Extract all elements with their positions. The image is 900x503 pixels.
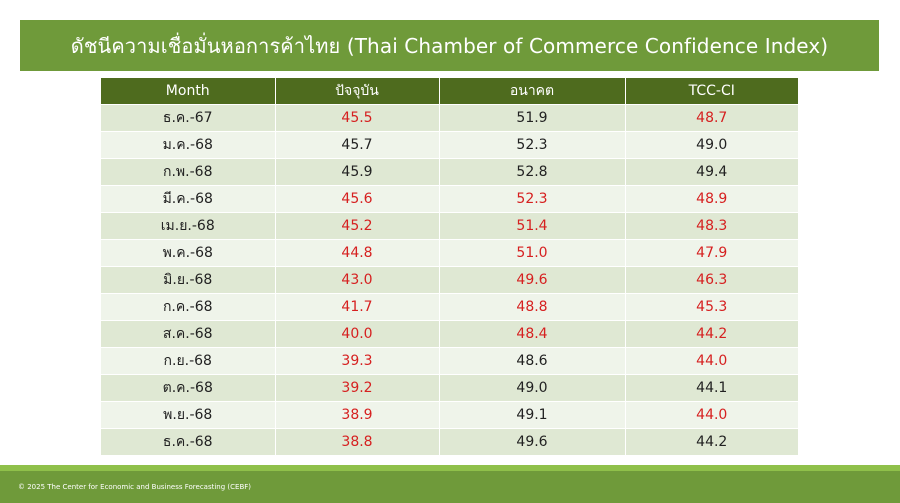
cell-tcc: 46.3 [625,266,798,294]
page-title: ดัชนีความเชื่อมั่นหอการค้าไทย (Thai Cham… [20,20,879,71]
column-header-month: Month [101,78,276,105]
cell-current: 45.5 [275,104,440,132]
cell-month: ก.พ.-68 [101,158,276,186]
cell-month: ก.ย.-68 [101,347,276,375]
cell-future: 52.8 [439,158,626,186]
cell-future: 48.6 [439,347,626,375]
table-row: พ.ค.-68 44.8 51.0 47.9 [101,239,798,267]
cell-current: 39.2 [275,374,440,402]
cell-future: 48.8 [439,293,626,321]
cell-month: ส.ค.-68 [101,320,276,348]
cell-future: 51.9 [439,104,626,132]
cell-current: 45.6 [275,185,440,213]
cell-future: 52.3 [439,131,626,159]
table-row: มิ.ย.-68 43.0 49.6 46.3 [101,266,798,294]
table-row: ก.ย.-68 39.3 48.6 44.0 [101,347,798,375]
column-header-current: ปัจจุบัน [275,78,440,105]
footer-accent-line [0,465,900,471]
table-row: เม.ย.-68 45.2 51.4 48.3 [101,212,798,240]
cell-tcc: 48.9 [625,185,798,213]
table-row: ก.ค.-68 41.7 48.8 45.3 [101,293,798,321]
cell-month: ธ.ค.-68 [101,428,276,455]
cell-month: พ.ค.-68 [101,239,276,267]
cell-future: 51.0 [439,239,626,267]
cell-tcc: 45.3 [625,293,798,321]
cell-tcc: 49.0 [625,131,798,159]
cell-month: ธ.ค.-67 [101,104,276,132]
column-header-tcc-ci: TCC-CI [625,78,798,105]
cell-tcc: 44.0 [625,401,798,429]
cell-current: 38.9 [275,401,440,429]
cell-current: 39.3 [275,347,440,375]
cell-month: ม.ค.-68 [101,131,276,159]
table-row: ต.ค.-68 39.2 49.0 44.1 [101,374,798,402]
cell-tcc: 48.7 [625,104,798,132]
table-row: มี.ค.-68 45.6 52.3 48.9 [101,185,798,213]
cell-future: 49.6 [439,428,626,455]
cell-month: มิ.ย.-68 [101,266,276,294]
table-row: ส.ค.-68 40.0 48.4 44.2 [101,320,798,348]
cell-current: 44.8 [275,239,440,267]
cell-month: เม.ย.-68 [101,212,276,240]
cell-current: 45.7 [275,131,440,159]
cell-future: 49.0 [439,374,626,402]
confidence-index-table: Month ปัจจุบัน อนาคต TCC-CI ธ.ค.-67 45.5 5… [101,78,798,455]
cell-current: 43.0 [275,266,440,294]
cell-future: 51.4 [439,212,626,240]
cell-current: 40.0 [275,320,440,348]
cell-tcc: 48.3 [625,212,798,240]
cell-future: 49.6 [439,266,626,294]
column-header-future: อนาคต [439,78,626,105]
cell-current: 41.7 [275,293,440,321]
cell-month: ต.ค.-68 [101,374,276,402]
cell-tcc: 44.0 [625,347,798,375]
table-row: ม.ค.-68 45.7 52.3 49.0 [101,131,798,159]
cell-tcc: 44.2 [625,320,798,348]
cell-month: ก.ค.-68 [101,293,276,321]
table-row: พ.ย.-68 38.9 49.1 44.0 [101,401,798,429]
cell-month: มี.ค.-68 [101,185,276,213]
cell-tcc: 44.1 [625,374,798,402]
cell-future: 52.3 [439,185,626,213]
footer: © 2025 The Center for Economic and Busin… [0,471,900,503]
cell-tcc: 44.2 [625,428,798,455]
cell-current: 45.2 [275,212,440,240]
table-row: ธ.ค.-67 45.5 51.9 48.7 [101,104,798,132]
cell-tcc: 47.9 [625,239,798,267]
table-row: ธ.ค.-68 38.8 49.6 44.2 [101,428,798,455]
copyright-text: © 2025 The Center for Economic and Busin… [18,483,252,491]
table-header-row: Month ปัจจุบัน อนาคต TCC-CI [101,78,798,105]
cell-month: พ.ย.-68 [101,401,276,429]
cell-current: 45.9 [275,158,440,186]
cell-current: 38.8 [275,428,440,455]
cell-future: 49.1 [439,401,626,429]
cell-future: 48.4 [439,320,626,348]
table-body: ธ.ค.-67 45.5 51.9 48.7 ม.ค.-68 45.7 52.3 49.0 ก.… [101,104,798,455]
table-row: ก.พ.-68 45.9 52.8 49.4 [101,158,798,186]
cell-tcc: 49.4 [625,158,798,186]
